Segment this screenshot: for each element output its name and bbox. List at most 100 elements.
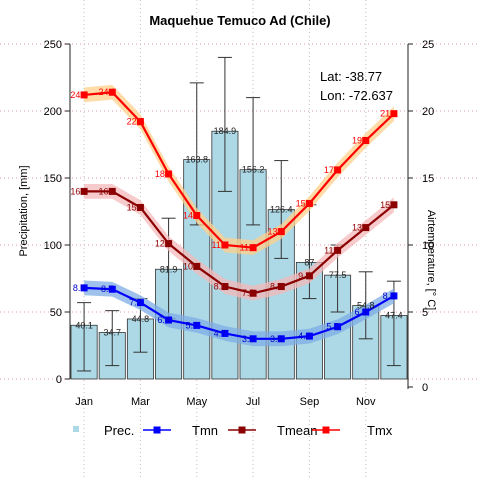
y-left-tick-label: 250 — [44, 39, 62, 51]
marker-tmx — [165, 170, 173, 178]
x-tick-label-sep: Sep — [300, 396, 320, 408]
label-tmean: 12.6 — [155, 239, 173, 249]
marker-tmean — [165, 240, 173, 248]
label-tmean: 10.7 — [183, 261, 201, 271]
precip-label: 47.4 — [385, 310, 403, 320]
label-tmx: 18.4 — [155, 169, 173, 179]
marker-tmx — [305, 199, 313, 207]
marker-tmn — [136, 299, 144, 307]
label-tmn: 4.2 — [298, 331, 311, 341]
precip-label: 44.8 — [132, 314, 150, 324]
marker-tmean — [249, 289, 257, 297]
marker-tmx — [362, 136, 370, 144]
marker-tmean — [193, 262, 201, 270]
y-right-tick-label: 20 — [422, 106, 434, 118]
precip-label: 87 — [304, 257, 314, 267]
marker-tmx — [334, 166, 342, 174]
legend-tmx-label: Tmx — [367, 423, 393, 438]
marker-tmx — [249, 244, 257, 252]
data-labels: 40.1 34.7 44.8 81.9 163.8 184.9 156.2 126.4 87 77… — [70, 87, 402, 344]
y-right-tick-label: 25 — [422, 39, 434, 51]
marker-tmx — [136, 118, 144, 126]
temperature-lines — [80, 88, 398, 343]
label-tmn: 6.9 — [354, 307, 367, 317]
legend-tmean-marker — [238, 426, 246, 434]
label-tmean: 9.7 — [298, 271, 311, 281]
x-tick-label-jul: Jul — [246, 396, 260, 408]
label-tmean: 7.8 — [242, 288, 255, 298]
label-tmx: 21.4 — [380, 109, 398, 119]
label-tmx: 11.6 — [240, 243, 257, 253]
legend: Prec. Tmn Tmean Tmx — [73, 423, 393, 438]
marker-tmn — [193, 321, 201, 329]
marker-tmean — [108, 187, 116, 195]
marker-tmean — [221, 283, 229, 291]
label-tmn: 5.5 — [326, 322, 339, 332]
longitude-text: Lon: -72.637 — [320, 88, 393, 103]
label-tmx: 24.9 — [98, 87, 116, 97]
band-tmn — [84, 280, 394, 347]
label-tmean: 8.5 — [270, 282, 283, 292]
marker-tmn — [108, 285, 116, 293]
precip-label: 126.4 — [270, 205, 293, 215]
marker-tmn — [249, 335, 257, 343]
marker-tmean — [334, 246, 342, 254]
marker-tmx — [390, 110, 398, 118]
label-tmx: 14.7 — [183, 211, 201, 221]
precip-label: 54.8 — [357, 301, 375, 311]
axes: 0 50 100 150 200 250 0 5 10 15 20 25 Jan Mar May Jul Sep… — [44, 39, 435, 408]
label-tmean: 13.4 — [352, 223, 370, 233]
marker-tmx — [277, 228, 285, 236]
chart-title: Maquehue Temuco Ad (Chile) — [149, 13, 330, 28]
y-right-tick-label: 0 — [422, 382, 428, 394]
label-tmn: 7.2 — [129, 298, 142, 308]
legend-tmean-label: Tmean — [277, 423, 317, 438]
y-right-tick-label: 10 — [422, 240, 434, 252]
label-tmean: 11.5 — [324, 245, 341, 255]
legend-tmn-label: Tmn — [192, 423, 218, 438]
label-tmx: 19.8 — [352, 135, 370, 145]
marker-tmn — [80, 284, 88, 292]
marker-tmx — [80, 91, 88, 99]
label-tmn: 4.7 — [214, 328, 227, 338]
label-tmn: 8.7 — [101, 284, 114, 294]
latitude-text: Lat: -38.77 — [320, 69, 382, 84]
label-tmn: 8.3 — [383, 291, 396, 301]
marker-tmx — [221, 241, 229, 249]
marker-tmean — [277, 283, 285, 291]
y-right-tick-label: 15 — [422, 173, 434, 185]
y-left-label: Precipitation, [mm] — [18, 165, 30, 256]
marker-tmx — [108, 88, 116, 96]
line-tmean — [84, 190, 395, 295]
marker-tmean — [136, 203, 144, 211]
label-tmn: 3.9 — [270, 334, 283, 344]
marker-tmn — [165, 316, 173, 324]
legend-tmn-marker — [153, 426, 161, 434]
x-tick-label-jan: Jan — [75, 396, 93, 408]
precip-label: 81.9 — [160, 264, 178, 274]
marker-tmean — [362, 224, 370, 232]
precip-label: 40.1 — [75, 320, 93, 330]
legend-prec-swatch — [73, 426, 79, 432]
label-tmx: 24.5 — [70, 90, 88, 100]
marker-tmean — [305, 272, 313, 280]
label-tmn: 6.4 — [157, 315, 170, 325]
label-tmx: 17.5 — [324, 165, 342, 175]
y-left-tick-label: 0 — [56, 374, 62, 386]
label-tmx: 15.3 — [296, 198, 314, 208]
label-tmean: 16.6 — [98, 186, 116, 196]
marker-tmn — [390, 292, 398, 300]
precip-label: 156.2 — [242, 165, 265, 175]
precip-label: 77.5 — [329, 270, 347, 280]
label-tmean: 16.7 — [70, 186, 88, 196]
band-tmean — [84, 184, 394, 301]
label-tmean: 15.4 — [127, 202, 145, 212]
label-tmn: 5.7 — [185, 320, 198, 330]
x-tick-label-nov: Nov — [356, 396, 376, 408]
marker-tmn — [362, 308, 370, 316]
label-tmx: 13.0 — [267, 227, 285, 237]
y-left-tick-label: 100 — [44, 240, 62, 252]
marker-tmean — [390, 201, 398, 209]
